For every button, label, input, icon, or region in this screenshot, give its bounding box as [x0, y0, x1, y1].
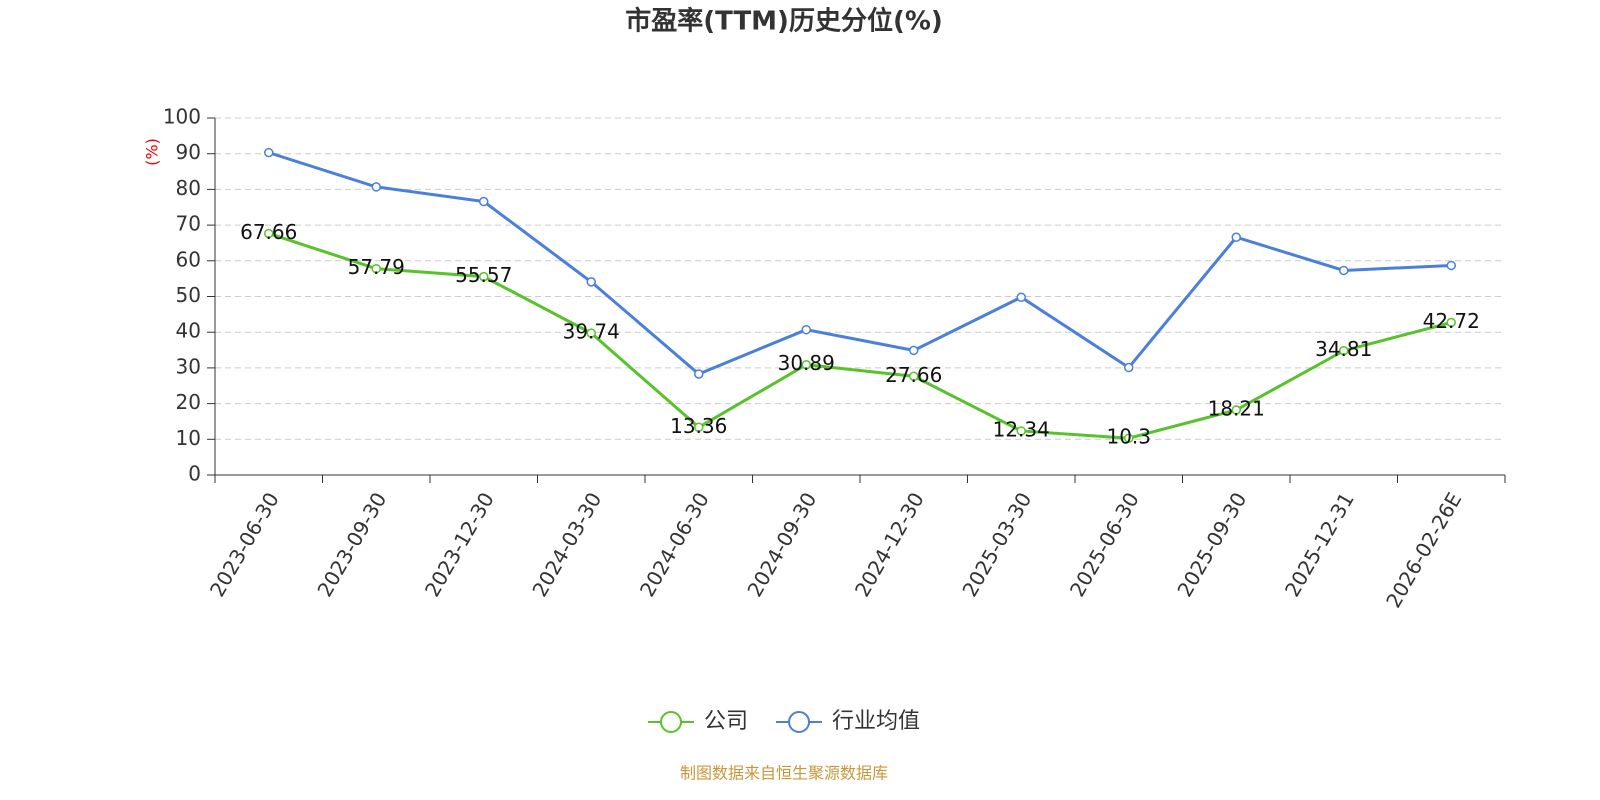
x-tick-label: 2023-06-30 — [205, 488, 284, 601]
x-tick-label: 2023-09-30 — [312, 488, 391, 601]
data-point — [1016, 426, 1026, 436]
x-tick-label: 2026-02-26E — [1381, 488, 1466, 612]
data-label: 34.81 — [1315, 337, 1372, 361]
x-tick-label: 2025-09-30 — [1172, 488, 1251, 601]
y-tick-label: 40 — [176, 319, 201, 343]
data-label: 39.74 — [563, 320, 620, 344]
data-label: 10.3 — [1106, 425, 1151, 449]
data-label: 13.36 — [670, 414, 727, 438]
data-label: 18.21 — [1208, 396, 1265, 420]
data-point — [1339, 345, 1349, 356]
y-tick-label: 60 — [176, 247, 201, 271]
data-point — [1016, 292, 1026, 302]
data-point — [1339, 265, 1349, 276]
data-label: 42.72 — [1423, 309, 1480, 333]
y-tick-label: 80 — [176, 176, 201, 200]
data-point — [1446, 317, 1456, 328]
series-line — [268, 151, 1452, 376]
x-tick-label: 2025-06-30 — [1065, 488, 1144, 601]
x-tick-label: 2025-03-30 — [957, 488, 1036, 601]
y-tick-label: 20 — [176, 390, 201, 414]
data-point — [1124, 433, 1134, 443]
series-line — [268, 232, 1452, 440]
data-label: 30.89 — [778, 351, 835, 375]
data-point — [264, 147, 274, 158]
legend-label: 行业均值 — [832, 709, 920, 734]
data-label: 55.57 — [455, 263, 512, 287]
data-point — [1124, 362, 1134, 373]
data-point — [801, 359, 811, 370]
data-label: 27.66 — [885, 363, 942, 387]
chart-title: 市盈率(TTM)历史分位(%) — [625, 6, 943, 37]
data-point — [586, 277, 596, 287]
x-tick-label: 2024-03-30 — [527, 488, 606, 601]
y-axis-label: (%) — [143, 138, 162, 166]
legend-marker — [788, 711, 811, 733]
data-point — [479, 271, 489, 282]
data-label: 57.79 — [348, 255, 405, 279]
y-tick-label: 30 — [176, 354, 201, 378]
data-point — [586, 328, 596, 338]
x-tick-label: 2024-09-30 — [742, 488, 821, 601]
x-tick-label: 2023-12-30 — [420, 488, 499, 601]
y-tick-label: 100 — [163, 105, 201, 129]
x-tick-label: 2024-12-30 — [850, 488, 929, 601]
data-label: 12.34 — [993, 417, 1050, 441]
data-point — [479, 196, 489, 207]
y-tick-label: 0 — [188, 462, 201, 486]
x-tick-label: 2024-06-30 — [635, 488, 714, 601]
data-point — [909, 345, 919, 356]
y-tick-label: 10 — [176, 426, 201, 450]
data-point — [909, 371, 919, 382]
data-point — [801, 324, 811, 335]
data-point — [694, 369, 704, 379]
data-point — [1231, 232, 1241, 242]
data-point — [1231, 405, 1241, 415]
x-tick-label: 2025-12-31 — [1280, 488, 1359, 601]
y-tick-label: 90 — [176, 140, 201, 164]
data-point — [371, 263, 381, 274]
data-point — [1446, 260, 1456, 271]
legend-label: 公司 — [704, 709, 748, 734]
y-tick-label: 70 — [176, 212, 201, 236]
source-note: 制图数据来自恒生聚源数据库 — [680, 764, 888, 783]
data-label: 67.66 — [240, 220, 297, 244]
data-point — [371, 182, 381, 192]
legend-marker — [660, 711, 682, 733]
data-point — [264, 228, 274, 239]
data-point — [694, 422, 704, 433]
y-tick-label: 50 — [176, 283, 201, 307]
